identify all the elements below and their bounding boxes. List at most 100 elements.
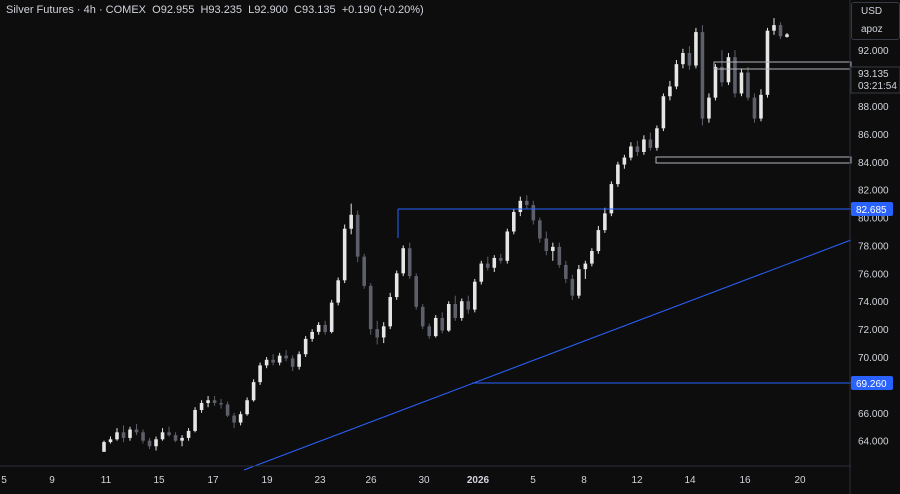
x-tick-label: 17	[207, 475, 219, 486]
candle-body	[544, 238, 549, 252]
candle-body	[232, 415, 236, 423]
candle-body	[141, 432, 145, 441]
candle-body	[362, 256, 366, 286]
y-tick-label: 84.000	[858, 158, 889, 169]
y-tick-label: 72.000	[858, 325, 889, 336]
resistance-badge: 82.685	[851, 202, 893, 216]
candle-body	[264, 359, 269, 366]
trendline[interactable]	[243, 239, 852, 471]
candle-body	[746, 72, 750, 98]
currency-selector[interactable]: USD apoz	[851, 2, 900, 40]
candle-body	[375, 329, 379, 338]
candle-body	[518, 200, 523, 212]
candle-body	[193, 410, 197, 431]
candle-body	[472, 281, 477, 310]
candle-body	[720, 66, 724, 83]
candle-body	[564, 264, 568, 279]
candle-body	[440, 317, 445, 331]
x-tick-label: 19	[261, 475, 273, 486]
candle-body	[700, 32, 705, 119]
candle-body	[329, 302, 334, 332]
candle-body	[401, 248, 406, 274]
x-tick-label: 20	[794, 475, 806, 486]
y-tick-label: 64.000	[858, 437, 889, 448]
candle-body	[258, 365, 262, 383]
currency-label: USD	[861, 6, 883, 17]
ohlc-readout: O92.955 H93.235 L92.900 C93.135 +0.190 (…	[152, 4, 424, 16]
candle-body	[336, 280, 340, 303]
candle-body	[531, 205, 536, 221]
x-tick-label: 26	[365, 475, 377, 486]
candle-body	[420, 306, 425, 327]
candle-body	[752, 97, 757, 119]
candles-layer	[102, 18, 789, 452]
candle-body	[342, 228, 347, 281]
candle-body	[446, 304, 451, 331]
x-tick-label: 12	[631, 475, 643, 486]
candle-body	[277, 355, 282, 363]
candle-body	[173, 435, 178, 441]
symbol-name: Silver Futures	[6, 4, 74, 16]
candle-body	[407, 248, 412, 277]
candle-body	[297, 354, 301, 367]
candle-body	[778, 25, 783, 37]
x-tick-label: 15	[153, 475, 165, 486]
x-tick-label: 5	[530, 475, 536, 486]
candle-body	[108, 439, 113, 443]
candle-body	[707, 97, 711, 119]
top-range-box[interactable]	[713, 61, 852, 70]
x-tick-label: 8	[581, 475, 587, 486]
y-tick-label: 82.000	[858, 186, 889, 197]
candle-body	[681, 52, 685, 65]
y-tick-label: 88.000	[858, 102, 889, 113]
last-price-label: 93.135 03:21:54	[850, 66, 900, 94]
candle-body	[199, 403, 204, 411]
candle-body	[134, 429, 139, 433]
candle-body	[355, 214, 360, 257]
candle-body	[381, 326, 386, 338]
candle-body	[694, 32, 698, 66]
candle-body	[726, 57, 731, 83]
candle-body	[609, 184, 614, 214]
candle-body	[603, 213, 607, 231]
candle-body	[147, 440, 152, 447]
candle-body	[427, 326, 432, 337]
candle-body	[466, 301, 471, 310]
candle-body	[713, 66, 718, 98]
candle-body	[687, 52, 692, 66]
candle-body	[668, 86, 672, 97]
candle-body	[655, 128, 659, 148]
candle-body	[642, 139, 646, 153]
time-axis: 5 9 11 15 17 19 23 26 30 2026 5 8 12 14 16 20	[0, 465, 851, 486]
y-tick-label: 76.000	[858, 269, 889, 280]
candle-body	[225, 404, 230, 416]
bar-countdown: 03:21:54	[858, 81, 897, 92]
candle-body	[538, 220, 542, 239]
candle-body	[316, 324, 321, 332]
bottom-range-box[interactable]	[655, 156, 852, 164]
timeframe: 4h	[83, 4, 96, 16]
candle-body	[388, 297, 392, 327]
resistance-badge-text: 82.685	[856, 205, 887, 216]
candle-body	[128, 429, 132, 438]
candle-body	[414, 276, 419, 307]
candle-body	[583, 263, 588, 270]
x-tick-label: 23	[314, 475, 326, 486]
candle-body	[622, 157, 627, 165]
x-tick-label: 16	[739, 475, 751, 486]
candle-body	[479, 263, 484, 282]
candle-body	[629, 146, 633, 158]
candle-body	[154, 439, 158, 447]
chart-header: Silver Futures · 4h · COMEX O92.955 H93.…	[6, 4, 424, 16]
candle-body	[219, 403, 223, 405]
x-tick-label: 5	[1, 475, 7, 486]
candle-body	[570, 278, 575, 296]
last-price-value: 93.135	[858, 69, 889, 80]
candle-body	[394, 273, 399, 298]
candle-body	[674, 64, 679, 87]
candle-body	[167, 432, 171, 436]
candle-body	[284, 355, 288, 359]
y-tick-label: 86.000	[858, 130, 889, 141]
candle-body	[551, 246, 555, 252]
